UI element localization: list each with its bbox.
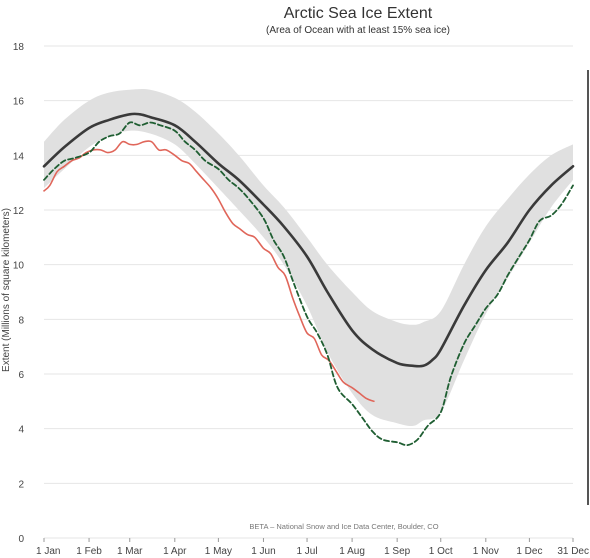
x-tick-label: 1 May <box>205 546 232 557</box>
x-tick-label: 31 Dec <box>557 546 589 557</box>
series-line-median <box>42 112 575 368</box>
series-line-dashed <box>43 121 574 447</box>
chart-title: Arctic Sea Ice Extent <box>284 5 433 22</box>
x-tick-label: 1 Jul <box>296 546 317 557</box>
y-tick-label: 0 <box>18 534 24 545</box>
y-tick-label: 4 <box>18 425 24 436</box>
x-ticks: 1 Jan 1 Feb 1 Mar 1 Apr 1 May 1 Jun 1 Jul 1 Aug… <box>36 538 589 557</box>
y-tick-label: 8 <box>18 315 24 326</box>
x-tick-label: 1 Oct <box>429 546 453 557</box>
chart-credit: BETA – National Snow and Ice Data Center… <box>249 522 438 531</box>
y-tick-label: 14 <box>13 151 25 162</box>
x-tick-label: 1 Jan <box>36 546 60 557</box>
x-tick-label: 1 Nov <box>473 546 499 557</box>
x-tick-label: 1 Dec <box>516 546 542 557</box>
x-tick-label: 1 Apr <box>163 546 187 557</box>
x-tick-label: 1 Sep <box>384 546 411 557</box>
x-tick-label: 1 Mar <box>117 546 143 557</box>
x-tick-label: 1 Feb <box>76 546 102 557</box>
x-tick-label: 1 Jun <box>251 546 275 557</box>
x-tick-label: 1 Aug <box>339 546 365 557</box>
series-line-current <box>43 140 375 403</box>
y-ticks: 0 2 4 6 8 10 12 14 16 18 <box>13 42 25 545</box>
y-tick-label: 2 <box>18 479 24 490</box>
chart-subtitle: (Area of Ocean with at least 15% sea ice… <box>266 25 450 36</box>
y-axis-label: Extent (Millions of square kilometers) <box>1 208 12 372</box>
y-tick-label: 18 <box>13 42 25 53</box>
y-tick-label: 6 <box>18 370 24 381</box>
y-tick-label: 12 <box>13 206 25 217</box>
y-tick-label: 10 <box>13 261 25 272</box>
series-lines <box>42 112 575 447</box>
y-tick-label: 16 <box>13 97 25 108</box>
